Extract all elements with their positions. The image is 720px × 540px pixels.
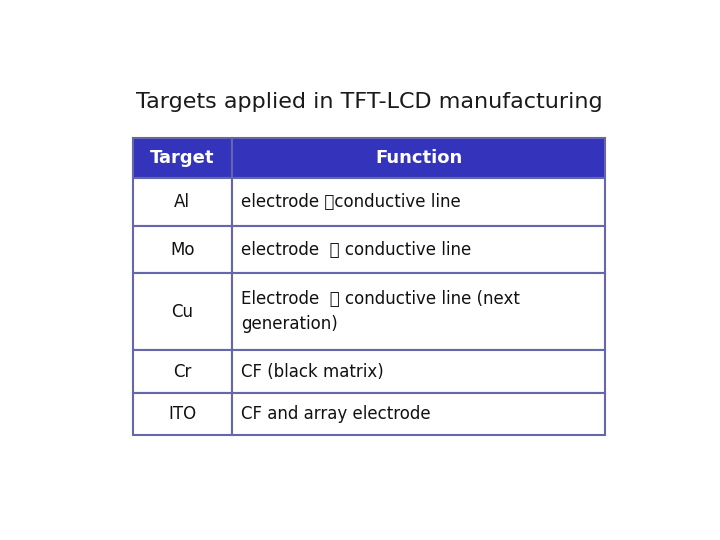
Bar	[132, 138, 232, 178]
Text: Function: Function	[375, 149, 462, 167]
Text: Target: Target	[150, 149, 215, 167]
Text: electrode 、conductive line: electrode 、conductive line	[241, 193, 461, 211]
Bar	[232, 178, 606, 226]
Text: ITO: ITO	[168, 405, 197, 423]
Bar	[132, 273, 232, 350]
Bar	[132, 178, 232, 226]
Bar	[132, 350, 232, 393]
Text: Electrode  、 conductive line (next
generation): Electrode 、 conductive line (next genera…	[241, 291, 520, 334]
Bar	[232, 273, 606, 350]
Bar	[132, 226, 232, 273]
Text: CF and array electrode: CF and array electrode	[241, 405, 431, 423]
Bar	[132, 393, 232, 435]
Text: electrode  、 conductive line: electrode 、 conductive line	[241, 241, 472, 259]
Bar	[232, 138, 606, 178]
Bar	[232, 226, 606, 273]
Bar	[232, 350, 606, 393]
Text: Cu: Cu	[171, 303, 193, 321]
Bar	[232, 393, 606, 435]
Text: Targets applied in TFT-LCD manufacturing: Targets applied in TFT-LCD manufacturing	[135, 92, 603, 112]
Text: CF (black matrix): CF (black matrix)	[241, 363, 384, 381]
Text: Cr: Cr	[173, 363, 192, 381]
Text: Mo: Mo	[170, 241, 194, 259]
Text: Al: Al	[174, 193, 190, 211]
